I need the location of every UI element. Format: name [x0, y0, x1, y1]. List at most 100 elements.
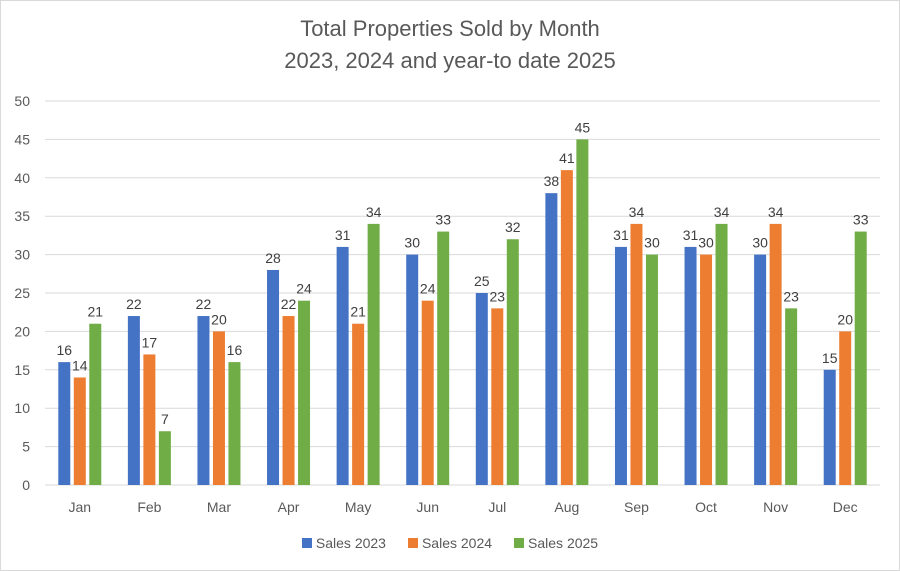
data-label: 32: [505, 219, 521, 235]
data-label: 22: [281, 296, 297, 312]
bar-sales-2024: [630, 223, 643, 485]
data-label: 33: [853, 212, 869, 228]
data-label: 34: [366, 204, 382, 220]
x-axis-ticks: Jan Feb Mar Apr May Jun Jul Aug Sep Oct Nov Dec: [69, 499, 858, 515]
bar-sales-2023: [684, 246, 697, 485]
x-tick-label: Dec: [833, 499, 858, 515]
data-label: 34: [714, 204, 730, 220]
y-tick-label: 30: [14, 247, 30, 263]
bar-sales-2025: [715, 223, 728, 485]
x-tick-label: Sep: [624, 499, 649, 515]
data-label: 30: [644, 235, 660, 251]
y-tick-label: 35: [14, 208, 30, 224]
bar-sales-2024: [282, 316, 295, 485]
chart-title: Total Properties Sold by Month: [300, 16, 600, 41]
data-label: 7: [161, 411, 169, 427]
bar-sales-2025: [89, 323, 102, 485]
data-label: 23: [783, 288, 799, 304]
y-tick-label: 25: [14, 285, 30, 301]
bars: [58, 139, 867, 485]
bar-sales-2023: [406, 254, 419, 485]
data-label: 31: [683, 227, 699, 243]
y-tick-label: 15: [14, 362, 30, 378]
bar-sales-2023: [336, 246, 349, 485]
bar-sales-2023: [823, 369, 836, 485]
legend-item: Sales 2024: [407, 535, 493, 551]
data-label: 16: [57, 342, 73, 358]
data-label: 30: [752, 235, 768, 251]
x-tick-label: Oct: [695, 499, 717, 515]
data-label: 23: [490, 288, 506, 304]
data-label: 14: [72, 357, 88, 373]
data-label: 25: [474, 273, 490, 289]
bar-sales-2025: [645, 254, 658, 485]
bar-sales-2025: [506, 239, 519, 485]
data-label: 31: [335, 227, 351, 243]
bar-sales-2025: [158, 431, 171, 485]
bar-sales-2024: [212, 331, 225, 485]
y-tick-label: 50: [14, 93, 30, 109]
legend-item: Sales 2023: [301, 535, 386, 551]
legend-swatch-icon: [301, 538, 312, 548]
data-label: 41: [559, 150, 575, 166]
x-tick-label: Aug: [554, 499, 579, 515]
legend: Sales 2023 Sales 2024 Sales 2025: [0, 535, 900, 551]
chart-subtitle: 2023, 2024 and year-to date 2025: [284, 48, 616, 73]
data-label: 22: [196, 296, 212, 312]
legend-label: Sales 2025: [528, 535, 599, 551]
y-tick-label: 45: [14, 131, 30, 147]
bar-sales-2023: [754, 254, 767, 485]
bar-sales-2024: [491, 308, 504, 485]
bar-sales-2024: [769, 223, 782, 485]
data-label: 31: [613, 227, 629, 243]
x-tick-label: Nov: [763, 499, 788, 515]
x-tick-label: Mar: [207, 499, 231, 515]
legend-label: Sales 2024: [421, 535, 493, 551]
bar-sales-2023: [127, 316, 140, 485]
gridlines: [45, 100, 880, 486]
data-label: 33: [435, 212, 451, 228]
bar-sales-2025: [576, 139, 589, 485]
legend-swatch-icon: [407, 538, 418, 548]
bar-sales-2023: [545, 193, 558, 485]
x-tick-label: Jan: [69, 499, 92, 515]
y-axis-ticks: 0 5 10 15 20 25 30 35 40 45 50: [14, 93, 30, 493]
bar-sales-2024: [73, 377, 86, 485]
data-label: 34: [629, 204, 645, 220]
y-tick-label: 10: [14, 400, 30, 416]
bar-sales-2025: [367, 223, 380, 485]
data-label: 22: [126, 296, 142, 312]
data-label: 28: [265, 250, 281, 266]
data-label: 30: [404, 235, 420, 251]
bar-sales-2024: [700, 254, 713, 485]
bar-sales-2025: [298, 300, 311, 485]
bar-sales-2023: [475, 293, 488, 485]
bar-sales-2025: [785, 308, 798, 485]
data-label: 20: [211, 311, 227, 327]
data-label: 38: [544, 173, 560, 189]
bar-sales-2025: [228, 362, 241, 485]
data-label: 24: [296, 281, 312, 297]
data-label: 21: [88, 304, 104, 320]
x-tick-label: May: [345, 499, 371, 515]
x-tick-label: Jul: [488, 499, 506, 515]
bar-sales-2024: [143, 354, 156, 485]
data-label: 15: [822, 350, 838, 366]
data-label: 20: [837, 311, 853, 327]
bar-sales-2023: [614, 246, 627, 485]
bar-sales-2023: [267, 269, 280, 485]
bar-sales-2023: [58, 362, 71, 485]
x-tick-label: Jun: [416, 499, 439, 515]
y-tick-label: 20: [14, 323, 30, 339]
bar-sales-2024: [352, 323, 365, 485]
y-tick-label: 40: [14, 170, 30, 186]
data-label: 21: [350, 304, 366, 320]
bar-sales-2025: [437, 231, 450, 485]
bar-sales-2024: [421, 300, 434, 485]
y-tick-label: 0: [22, 477, 30, 493]
data-label: 24: [420, 281, 436, 297]
x-tick-label: Apr: [278, 499, 300, 515]
x-tick-label: Feb: [137, 499, 161, 515]
